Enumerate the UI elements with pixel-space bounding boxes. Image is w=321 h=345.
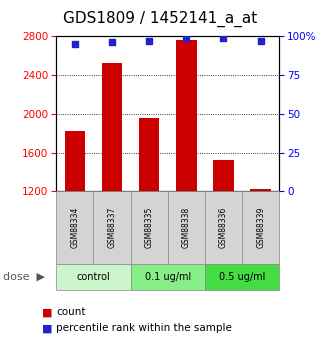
Text: GDS1809 / 1452141_a_at: GDS1809 / 1452141_a_at	[63, 10, 258, 27]
Text: ■: ■	[42, 324, 52, 333]
Bar	[213, 160, 234, 191]
Text: count: count	[56, 307, 86, 317]
Text: GSM88336: GSM88336	[219, 207, 228, 248]
Text: dose  ▶: dose ▶	[3, 272, 45, 282]
Bar	[65, 131, 85, 191]
Text: GSM88337: GSM88337	[108, 207, 117, 248]
Text: GSM88334: GSM88334	[70, 207, 79, 248]
Text: 0.1 ug/ml: 0.1 ug/ml	[144, 272, 191, 282]
Text: ■: ■	[42, 307, 52, 317]
Bar	[102, 63, 122, 191]
Bar	[139, 118, 159, 191]
Point	[72, 41, 77, 47]
Point	[109, 40, 115, 45]
Text: 0.5 ug/ml: 0.5 ug/ml	[219, 272, 265, 282]
Text: GSM88335: GSM88335	[145, 207, 154, 248]
Point	[147, 38, 152, 43]
Text: GSM88338: GSM88338	[182, 207, 191, 248]
Point	[184, 35, 189, 40]
Text: percentile rank within the sample: percentile rank within the sample	[56, 324, 232, 333]
Bar	[176, 40, 196, 191]
Text: GSM88339: GSM88339	[256, 207, 265, 248]
Point	[221, 35, 226, 40]
Text: control: control	[76, 272, 110, 282]
Bar	[250, 189, 271, 191]
Point	[258, 38, 263, 43]
